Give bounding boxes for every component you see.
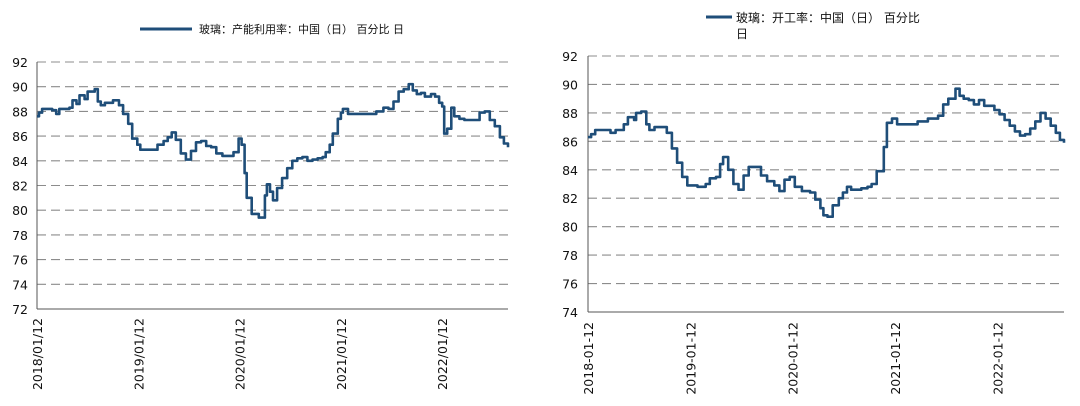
operating-rate-chart: 玻璃：开工率：中国（日） 百分比 日 74 76 78 80 82 84 86 88 90 92 … — [540, 0, 1080, 406]
y-tick-label: 84 — [562, 163, 578, 178]
legend-label-line1: 玻璃：开工率：中国（日） 百分比 — [736, 10, 920, 25]
y-tick-label: 90 — [12, 80, 28, 95]
y-tick-label: 92 — [12, 55, 28, 70]
capacity-utilization-svg: 玻璃：产能利用率：中国（日） 百分比 日 72 74 76 78 80 82 84 86 88 9… — [12, 22, 510, 390]
legend: 玻璃：产能利用率：中国（日） 百分比 日 — [140, 22, 404, 36]
y-tick-label: 82 — [562, 191, 578, 206]
y-tick-label: 78 — [562, 248, 578, 263]
legend-label-line2: 日 — [736, 27, 748, 41]
y-tick-labels: 72 74 76 78 80 82 84 86 88 90 92 — [12, 55, 28, 317]
x-tick-labels: 2018/01/12 2019/01/12 2020/01/12 2021/01/12… — [30, 318, 450, 390]
y-tick-label: 74 — [12, 277, 28, 292]
y-tick-label: 88 — [12, 104, 28, 119]
y-tick-label: 86 — [562, 134, 578, 149]
x-tick-label: 2021/01/12 — [334, 318, 349, 390]
y-tick-labels: 74 76 78 80 82 84 86 88 90 92 — [562, 49, 578, 320]
x-tick-label: 2022/01/12 — [435, 318, 450, 390]
x-tick-label: 2020-01-12 — [786, 322, 801, 395]
operating-rate-svg: 玻璃：开工率：中国（日） 百分比 日 74767880828486889092 … — [562, 10, 1066, 395]
y-tick-label: 78 — [12, 228, 28, 243]
y-tick-label: 92 — [562, 49, 578, 64]
y-tick-label: 72 — [12, 302, 28, 317]
x-tick-label: 2018-01-12 — [581, 322, 596, 395]
gridlines — [588, 55, 1064, 285]
capacity-utilization-line — [37, 82, 510, 219]
y-tick-label: 74 — [562, 305, 578, 320]
y-tick-label: 84 — [12, 154, 28, 169]
y-tick-label: 76 — [562, 277, 578, 292]
y-tick-label: 88 — [562, 106, 578, 121]
x-tick-label: 2019/01/12 — [131, 318, 146, 390]
legend-label: 玻璃：产能利用率：中国（日） 百分比 日 — [199, 22, 404, 36]
capacity-utilization-chart: 玻璃：产能利用率：中国（日） 百分比 日 72 74 76 78 80 82 84 86 88 9… — [12, 22, 510, 390]
x-tick-label: 2022-01-12 — [990, 322, 1005, 395]
y-tick-label: 82 — [12, 179, 28, 194]
x-tick-label: 2020/01/12 — [233, 318, 248, 390]
y-tick-label: 80 — [12, 203, 28, 218]
y-tick-label: 90 — [562, 77, 578, 92]
gridlines — [37, 61, 508, 285]
y-tick-label: 86 — [12, 129, 28, 144]
y-tick-label: 76 — [12, 253, 28, 268]
operating-rate-line — [588, 87, 1066, 218]
x-tick-label: 2019-01-12 — [683, 322, 698, 395]
x-tick-labels: 2018-01-12 2019-01-12 2020-01-12 2021-01-12… — [581, 322, 1005, 395]
y-tick-label: 80 — [562, 220, 578, 235]
x-tick-label: 2018/01/12 — [30, 318, 45, 390]
x-tick-label: 2021-01-12 — [888, 322, 903, 395]
legend: 玻璃：开工率：中国（日） 百分比 日 — [706, 10, 920, 41]
